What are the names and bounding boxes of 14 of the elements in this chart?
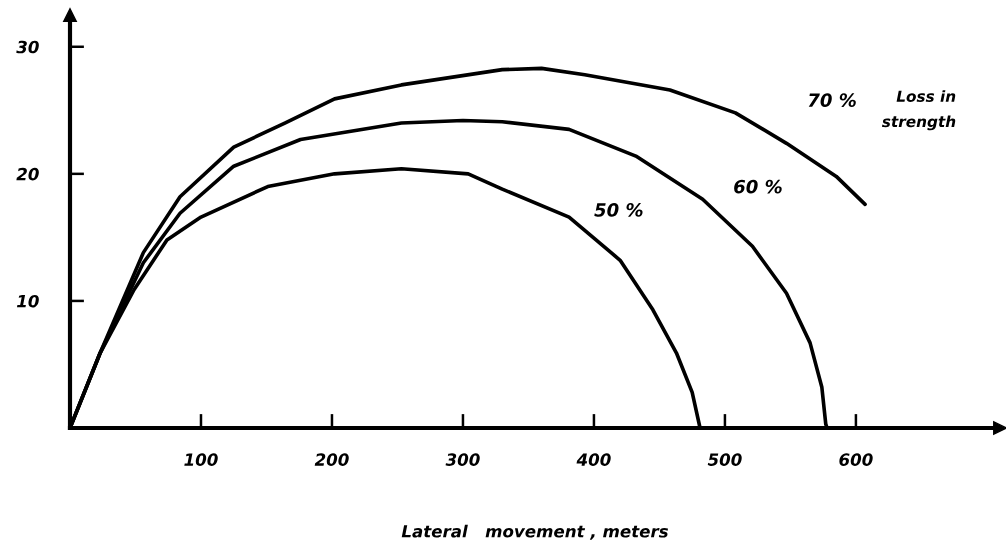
y-tick-label: 20 bbox=[16, 167, 39, 181]
x-tick-label: 600 bbox=[839, 453, 873, 466]
series-label: 50 % bbox=[594, 203, 643, 217]
text: 70 % bbox=[808, 93, 856, 107]
y-tick-label: 10 bbox=[16, 294, 39, 308]
x-tick-label: 400 bbox=[576, 453, 611, 466]
x-tick-label: 500 bbox=[707, 453, 742, 466]
annotation: Loss in strength bbox=[881, 90, 956, 131]
y-tick-label: 30 bbox=[16, 40, 39, 54]
x-tick-label: 300 bbox=[445, 453, 480, 466]
x-tick-label: 200 bbox=[314, 453, 349, 466]
series-label: 60 % bbox=[734, 179, 782, 194]
x-tick-label: 100 bbox=[184, 453, 218, 466]
x-axis-title: Lateral movement , meters bbox=[401, 524, 669, 540]
